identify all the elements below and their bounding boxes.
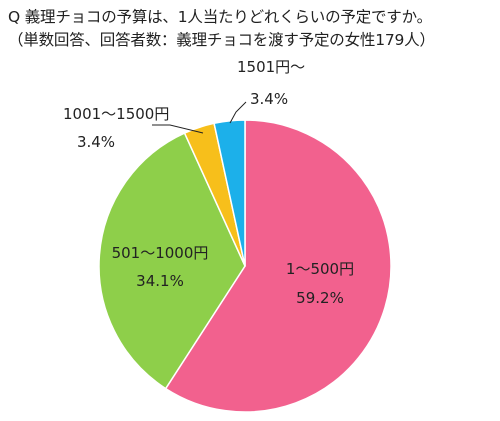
slice-label-3: 1001〜1500円 [63,105,169,123]
leader-line-4 [229,101,247,124]
slice-value-label-3: 3.4% [77,133,115,151]
slice-label-1: 1〜500円 [286,260,354,278]
chart-subtitle: （単数回答、回答者数：義理チョコを渡す予定の女性179人） [8,31,435,49]
leader-line-3 [152,124,204,134]
pie-slice-2 [98,132,246,390]
slice-value-label-4: 3.4% [250,90,288,108]
pie-slice-1 [164,119,392,413]
slice-value-label-2: 34.1% [136,272,184,290]
slice-value-label-1: 59.2% [296,289,344,307]
chart-title-block: Q 義理チョコの予算は、1人当たりどれくらいの予定ですか。 （単数回答、回答者数… [8,6,498,52]
slice-label-4: 1501円〜 [237,58,305,76]
pie-slice-4 [213,119,246,267]
chart-title: Q 義理チョコの予算は、1人当たりどれくらいの予定ですか。 [8,8,432,26]
slice-label-2: 501〜1000円 [112,244,209,262]
